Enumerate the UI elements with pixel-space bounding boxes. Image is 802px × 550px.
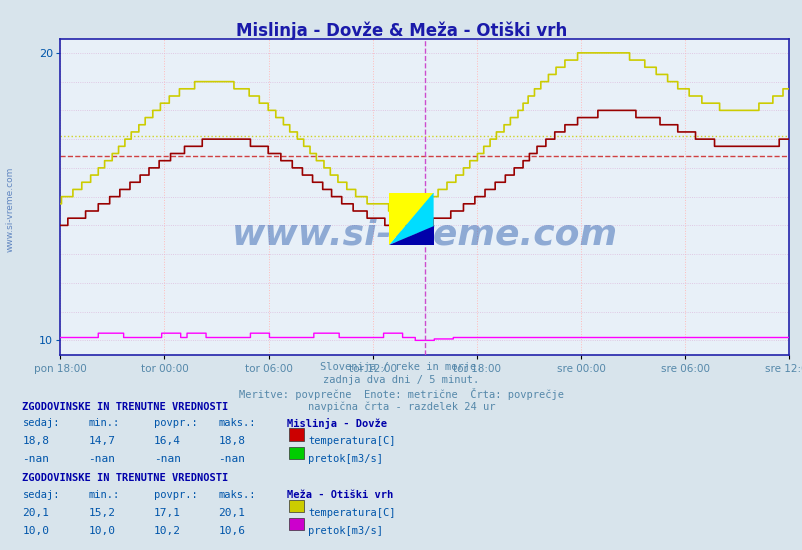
- Text: maks.:: maks.:: [218, 418, 256, 428]
- Text: 18,8: 18,8: [22, 436, 50, 446]
- Text: temperatura[C]: temperatura[C]: [308, 436, 395, 446]
- Text: -nan: -nan: [218, 454, 245, 464]
- Text: www.si-vreme.com: www.si-vreme.com: [232, 218, 617, 251]
- Text: maks.:: maks.:: [218, 490, 256, 499]
- Polygon shape: [389, 227, 433, 245]
- Text: 15,2: 15,2: [88, 508, 115, 518]
- Text: pretok[m3/s]: pretok[m3/s]: [308, 526, 383, 536]
- Text: 18,8: 18,8: [218, 436, 245, 446]
- Text: ZGODOVINSKE IN TRENUTNE VREDNOSTI: ZGODOVINSKE IN TRENUTNE VREDNOSTI: [22, 473, 229, 483]
- Text: sedaj:: sedaj:: [22, 418, 60, 428]
- Text: 10,2: 10,2: [154, 526, 181, 536]
- Text: Mislinja - Dovže: Mislinja - Dovže: [287, 418, 387, 429]
- Text: 10,6: 10,6: [218, 526, 245, 536]
- Text: Slovenija / reke in morje.: Slovenija / reke in morje.: [320, 362, 482, 372]
- Text: temperatura[C]: temperatura[C]: [308, 508, 395, 518]
- Text: min.:: min.:: [88, 418, 119, 428]
- Text: -nan: -nan: [22, 454, 50, 464]
- Text: min.:: min.:: [88, 490, 119, 499]
- Text: zadnja dva dni / 5 minut.: zadnja dva dni / 5 minut.: [323, 375, 479, 385]
- Text: -nan: -nan: [154, 454, 181, 464]
- Text: povpr.:: povpr.:: [154, 490, 197, 499]
- Text: 20,1: 20,1: [22, 508, 50, 518]
- Polygon shape: [389, 192, 433, 245]
- Text: 14,7: 14,7: [88, 436, 115, 446]
- Text: 10,0: 10,0: [22, 526, 50, 536]
- Text: 10,0: 10,0: [88, 526, 115, 536]
- Text: Meritve: povprečne  Enote: metrične  Črta: povprečje: Meritve: povprečne Enote: metrične Črta:…: [239, 388, 563, 400]
- Text: www.si-vreme.com: www.si-vreme.com: [6, 166, 15, 252]
- Text: pretok[m3/s]: pretok[m3/s]: [308, 454, 383, 464]
- Text: ZGODOVINSKE IN TRENUTNE VREDNOSTI: ZGODOVINSKE IN TRENUTNE VREDNOSTI: [22, 402, 229, 411]
- Text: navpična črta - razdelek 24 ur: navpična črta - razdelek 24 ur: [307, 402, 495, 412]
- Text: povpr.:: povpr.:: [154, 418, 197, 428]
- Text: Mislinja - Dovže & Meža - Otiški vrh: Mislinja - Dovže & Meža - Otiški vrh: [236, 22, 566, 41]
- Text: 16,4: 16,4: [154, 436, 181, 446]
- Text: sedaj:: sedaj:: [22, 490, 60, 499]
- Text: 17,1: 17,1: [154, 508, 181, 518]
- Text: -nan: -nan: [88, 454, 115, 464]
- Text: 20,1: 20,1: [218, 508, 245, 518]
- Polygon shape: [389, 192, 433, 245]
- Text: Meža - Otiški vrh: Meža - Otiški vrh: [287, 490, 393, 499]
